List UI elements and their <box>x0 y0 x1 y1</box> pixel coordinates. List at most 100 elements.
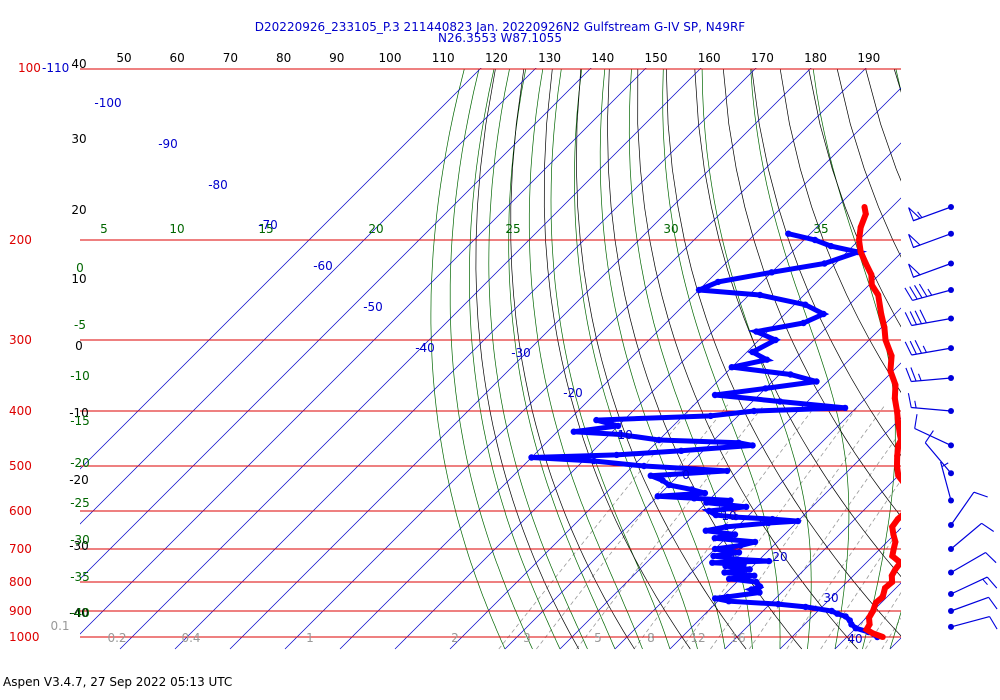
temperature-point <box>904 508 910 514</box>
temperature-point <box>863 626 870 633</box>
temperature-point <box>895 442 901 449</box>
wind-barb <box>914 414 954 449</box>
dewpoint-point <box>711 595 719 602</box>
dewpoint-point <box>701 489 709 497</box>
dry-adiabat-line <box>893 68 901 93</box>
moist-adiabat-line <box>508 68 616 650</box>
temperature-point <box>889 553 896 559</box>
dewpoint-point <box>590 457 598 465</box>
wind-barb <box>948 551 997 576</box>
dewpoint-point <box>702 527 709 534</box>
temperature-point <box>869 630 876 637</box>
dewpoint-point <box>593 416 600 424</box>
moist-adiabat-line <box>662 68 781 649</box>
moist-left-label: -20 <box>70 456 90 470</box>
isotherm-label: -70 <box>258 218 278 232</box>
dewpoint-point <box>712 511 720 519</box>
dewpoint-point <box>753 328 760 335</box>
moist-adiabat-line <box>430 68 506 650</box>
dewpoint-point <box>762 385 769 392</box>
dewpoint-point <box>756 589 763 596</box>
temperature-point <box>889 523 896 530</box>
wind-barb-pennant <box>908 207 922 222</box>
isotherm-line <box>174 68 757 650</box>
temperature-point <box>892 566 899 573</box>
dewpoint-point <box>665 481 673 489</box>
isotherm-line <box>80 68 592 580</box>
moist-adiabat-line <box>574 68 698 650</box>
dewpoint-point <box>753 578 760 586</box>
isotherm-line <box>724 472 901 650</box>
temperature-point <box>868 271 875 278</box>
wind-barb-shaft <box>950 616 990 628</box>
isotherm-label: -10 <box>613 428 633 442</box>
dewpoint-point <box>852 625 859 632</box>
mixing-ratio-line <box>929 405 1000 649</box>
dewpoint-point <box>776 398 784 405</box>
moist-left-label: -15 <box>70 414 90 428</box>
temperature-point <box>888 572 895 579</box>
wind-barb <box>908 260 954 278</box>
temperature-point <box>889 579 896 585</box>
wind-barb-half-feather <box>922 345 927 353</box>
isotherm-line <box>284 68 867 650</box>
wind-barb <box>908 204 954 222</box>
left-scale-label: -10 <box>69 406 89 420</box>
moist-adiabat-line <box>449 68 533 650</box>
moist-adiabat-line <box>918 69 1000 649</box>
wind-barb-half-feather <box>982 578 988 586</box>
isotherm-line <box>229 68 812 650</box>
isotherm-line <box>614 362 901 650</box>
dry-adiabat-line <box>751 68 901 456</box>
dewpoint-point <box>728 364 735 371</box>
moist-top-label: 20 <box>368 222 383 236</box>
moist-top-label: 25 <box>505 222 520 236</box>
temperature-point <box>868 282 875 288</box>
wind-barb-shaft <box>950 491 975 526</box>
wind-barb-pennant <box>908 233 922 249</box>
dewpoint-point <box>821 260 828 267</box>
wind-barb <box>948 576 998 597</box>
wind-barb-shaft <box>911 406 952 412</box>
dewpoint-point <box>765 519 772 527</box>
mixing-ratio-label: 0.4 <box>181 631 200 645</box>
temperature-point <box>882 585 888 591</box>
wind-barb-feather <box>909 340 917 355</box>
pressure-label: 100 <box>18 61 41 75</box>
left-scale-label: 0 <box>75 339 83 353</box>
isotherm-line <box>339 87 901 650</box>
temperature-point <box>902 491 908 497</box>
isotherm-line <box>559 307 901 650</box>
wind-barb-feather <box>914 310 922 325</box>
dewpoint-point <box>711 535 718 542</box>
wind-barb-feather <box>988 596 998 610</box>
temperature-point <box>862 260 869 267</box>
temperature-point <box>879 593 886 600</box>
dewpoint-point <box>691 495 698 502</box>
isotherm-line <box>119 68 702 650</box>
moist-top-label: 5 <box>100 222 108 236</box>
pressure-label: -110 <box>42 61 69 75</box>
dry-adiabat-line <box>694 68 901 578</box>
isotherm-line <box>80 68 537 525</box>
pressure-label: 500 <box>9 459 32 473</box>
isotherm-label: 20 <box>772 550 787 564</box>
wind-barb-feather <box>919 309 927 324</box>
dry-adiabat-line <box>543 68 691 650</box>
dewpoint-point <box>709 559 716 566</box>
temperature-point <box>907 500 913 506</box>
wind-barb-shaft <box>950 551 986 574</box>
moist-left-label: -5 <box>74 318 86 332</box>
pressure-label: 200 <box>9 233 32 247</box>
chart-title: D20220926_233105_P.3 211440823 Jan. 2022… <box>254 20 746 34</box>
left-scale-label: -40 <box>69 606 89 620</box>
temperature-point <box>861 204 868 210</box>
wind-barb-half-feather <box>927 288 933 296</box>
dewpoint-point <box>802 301 809 308</box>
wind-barb-shaft <box>911 377 952 383</box>
dry-adiabat-line <box>665 68 901 637</box>
isotherm-line <box>669 417 901 650</box>
temperature-point <box>891 395 898 402</box>
wind-barb <box>948 522 995 552</box>
wind-barb-feather <box>985 552 997 564</box>
